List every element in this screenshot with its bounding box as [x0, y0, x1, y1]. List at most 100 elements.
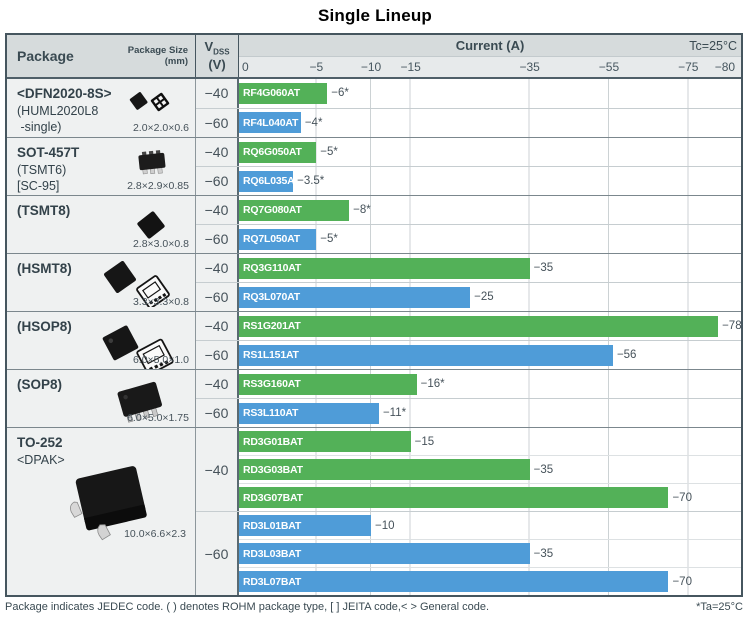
package-group-row: (HSMT8) 3.3×3.3×0.8 −40 RQ3G110AT −35 −60 RQ3L…	[7, 253, 741, 311]
chart-rows: RQ6L035AT −3.5*	[239, 167, 741, 195]
current-bar: RD3G07BAT	[239, 487, 669, 508]
part-number-label: RD3G01BAT	[243, 435, 303, 448]
chart-row: RD3G07BAT −70	[239, 483, 741, 511]
package-name-line: SOT-457T	[17, 145, 80, 160]
voltage-block: −60 RS3L110AT −11*	[196, 398, 741, 427]
current-bar: RS3G160AT	[239, 373, 417, 395]
part-number-label: RD3G03BAT	[243, 463, 303, 476]
package-group-row: TO-252 <DPAK> 10.0×6.6×2.3 −40 RD3G01BAT −15 R…	[7, 427, 741, 595]
chart-rows: RS3L110AT −11*	[239, 399, 741, 427]
package-cell: TO-252 <DPAK> 10.0×6.6×2.3	[7, 428, 196, 595]
current-bar: RQ3G110AT	[239, 257, 530, 279]
current-value-label: −5*	[320, 146, 338, 158]
part-number-label: RQ6G050AT	[243, 146, 302, 158]
part-number-label: RD3G07BAT	[243, 491, 303, 504]
voltage-blocks: −40 RF4G060AT −6* −60 RF4L040AT −4*	[196, 79, 741, 137]
package-cell: (SOP8) 6.0×5.0×1.75	[7, 370, 196, 427]
package-cell: (TSMT8) 2.8×3.0×0.8	[7, 196, 196, 253]
current-bar: RS1L151AT	[239, 344, 613, 366]
current-bar: RF4G060AT	[239, 82, 328, 104]
current-value-label: −78	[722, 320, 742, 332]
package-size: 6.0×5.0×1.0	[132, 354, 189, 366]
package-cell: SOT-457T (TSMT6) [SC-95] 2.8×2.9×0.85	[7, 138, 196, 195]
vdss-value-cell: −40	[196, 428, 239, 511]
current-bar: RQ7G080AT	[239, 199, 350, 221]
chart-rows: RQ3L070AT −25	[239, 283, 741, 311]
vdss-unit: (V)	[208, 56, 226, 72]
current-bar: RQ6L035AT	[239, 170, 300, 192]
vdss-value-cell: −60	[196, 512, 239, 595]
tsmt8-package-icon	[132, 208, 170, 242]
package-group-row: (TSMT8) 2.8×3.0×0.8 −40 RQ7G080AT −8* −60 RQ7L…	[7, 195, 741, 253]
package-size-header: Package Size (mm)	[128, 45, 188, 68]
chart-row: RF4G060AT −6*	[239, 79, 741, 108]
to252-package-icon	[51, 460, 169, 544]
part-number-label: RQ7L050AT	[243, 233, 300, 245]
vdss-value-cell: −60	[196, 108, 239, 137]
vdss-value-cell: −40	[196, 79, 239, 108]
current-value-label: −15	[414, 435, 435, 448]
package-name-line: TO-252	[17, 435, 63, 450]
package-name-line: (SOP8)	[17, 377, 63, 392]
part-number-label: RS1G201AT	[243, 320, 301, 332]
package-name: TO-252 <DPAK>	[7, 428, 195, 468]
chart-row: RQ6G050AT −5*	[239, 138, 741, 166]
voltage-block: −60 RS1L151AT −56	[196, 340, 741, 369]
chart-rows: RF4G060AT −6*	[239, 79, 741, 108]
voltage-block: −40 RQ3G110AT −35	[196, 254, 741, 282]
voltage-blocks: −40 RS3G160AT −16* −60 RS3L110AT −11*	[196, 370, 741, 427]
current-value-label: −11*	[382, 407, 407, 419]
package-group-row: SOT-457T (TSMT6) [SC-95] 2.8×2.9×0.85 −40 RQ6…	[7, 137, 741, 195]
vdss-value-cell: −40	[196, 254, 239, 282]
voltage-block: −40 RQ6G050AT −5*	[196, 138, 741, 166]
current-value-label: −35	[533, 262, 554, 274]
current-value-label: −35	[533, 463, 554, 476]
sot457t-package-icon	[132, 147, 172, 177]
vdss-value-cell: −60	[196, 167, 239, 195]
package-column-header: Package Package Size (mm)	[7, 35, 196, 77]
chart-row: RQ7G080AT −8*	[239, 196, 741, 224]
chart-rows: RQ7L050AT −5*	[239, 225, 741, 253]
vdss-value-cell: −40	[196, 196, 239, 224]
voltage-blocks: −40 RS1G201AT −78 −60 RS1L151AT −56	[196, 312, 742, 369]
voltage-block: −60 RQ3L070AT −25	[196, 282, 741, 311]
package-name-line: (HUML2020L8	[17, 103, 99, 118]
temp-condition-label: Tc=25°C	[689, 38, 737, 53]
voltage-blocks: −40 RQ3G110AT −35 −60 RQ3L070AT −25	[196, 254, 741, 311]
current-bar: RF4L040AT	[239, 112, 301, 134]
package-name: (HSMT8)	[7, 254, 195, 278]
package-name-line: (TSMT8)	[17, 203, 71, 218]
footer: Package indicates JEDEC code. ( ) denote…	[5, 601, 743, 613]
current-value-label: −16*	[420, 378, 445, 390]
current-bar: RD3L03BAT	[239, 543, 530, 564]
axis-tick-label: −15	[400, 60, 421, 74]
package-name: (HSOP8)	[7, 312, 195, 336]
current-column-header: Current (A) Tc=25°C 0 −5 −10 −15 −35 −55 −75 −8…	[239, 35, 741, 77]
voltage-blocks: −40 RQ7G080AT −8* −60 RQ7L050AT −5*	[196, 196, 741, 253]
part-number-label: RS3G160AT	[243, 378, 301, 390]
vdss-column-header: VDSS (V)	[196, 35, 239, 77]
package-size: 2.0×2.0×0.6	[132, 122, 189, 134]
voltage-block: −60 RQ6L035AT −3.5*	[196, 166, 741, 195]
part-number-label: RD3L07BAT	[243, 575, 302, 588]
page-title: Single Lineup	[317, 6, 433, 25]
voltage-block: −40 RF4G060AT −6*	[196, 79, 741, 108]
chart-row: RQ7L050AT −5*	[239, 225, 741, 253]
current-value-label: −5*	[320, 233, 338, 245]
axis-tick-label: −75	[678, 60, 699, 74]
chart-row: RQ3L070AT −25	[239, 283, 741, 311]
part-number-label: RQ3G110AT	[243, 262, 302, 274]
chart-body: <DFN2020-8S> (HUML2020L8 -single) 2.0×2.0×…	[7, 79, 742, 595]
package-name-line: [SC-95]	[17, 178, 60, 193]
package-name-line: (TSMT6)	[17, 162, 67, 177]
package-group-row: (HSOP8) 6.0×5.0×1.0 −40 RS1G201AT −78 −60 RS1L…	[7, 311, 742, 369]
current-value-label: −4*	[304, 116, 323, 129]
hsop8-package-icon	[98, 322, 178, 369]
chart-row: RQ6L035AT −3.5*	[239, 167, 741, 195]
current-bar: RD3G01BAT	[239, 431, 411, 452]
package-cell: <DFN2020-8S> (HUML2020L8 -single) 2.0×2.0×…	[7, 79, 196, 137]
package-group-row: (SOP8) 6.0×5.0×1.75 −40 RS3G160AT −16* −60 RS3…	[7, 369, 741, 427]
part-number-label: RQ3L070AT	[243, 291, 300, 303]
axis-tick-label: −55	[598, 60, 620, 74]
